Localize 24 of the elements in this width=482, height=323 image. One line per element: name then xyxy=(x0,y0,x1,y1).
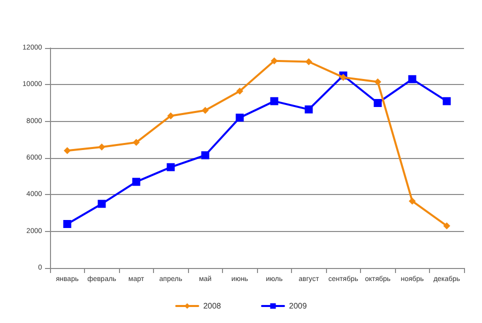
point xyxy=(305,58,312,66)
point xyxy=(64,147,71,154)
point xyxy=(374,78,382,86)
point xyxy=(408,75,416,84)
point xyxy=(442,97,451,106)
point xyxy=(132,178,140,186)
point xyxy=(166,163,175,172)
point xyxy=(63,220,72,228)
point xyxy=(270,57,278,64)
point xyxy=(304,105,313,114)
point xyxy=(443,222,450,230)
legend-label: 2008 xyxy=(203,302,222,310)
point xyxy=(167,112,174,120)
point xyxy=(408,198,416,205)
point xyxy=(202,106,209,114)
point xyxy=(236,114,244,122)
point xyxy=(98,144,106,150)
legend-label: 2009 xyxy=(289,302,308,310)
point xyxy=(132,138,140,146)
point xyxy=(98,200,106,208)
point xyxy=(201,151,210,160)
point xyxy=(236,88,244,95)
point xyxy=(270,97,278,106)
point xyxy=(374,99,382,107)
